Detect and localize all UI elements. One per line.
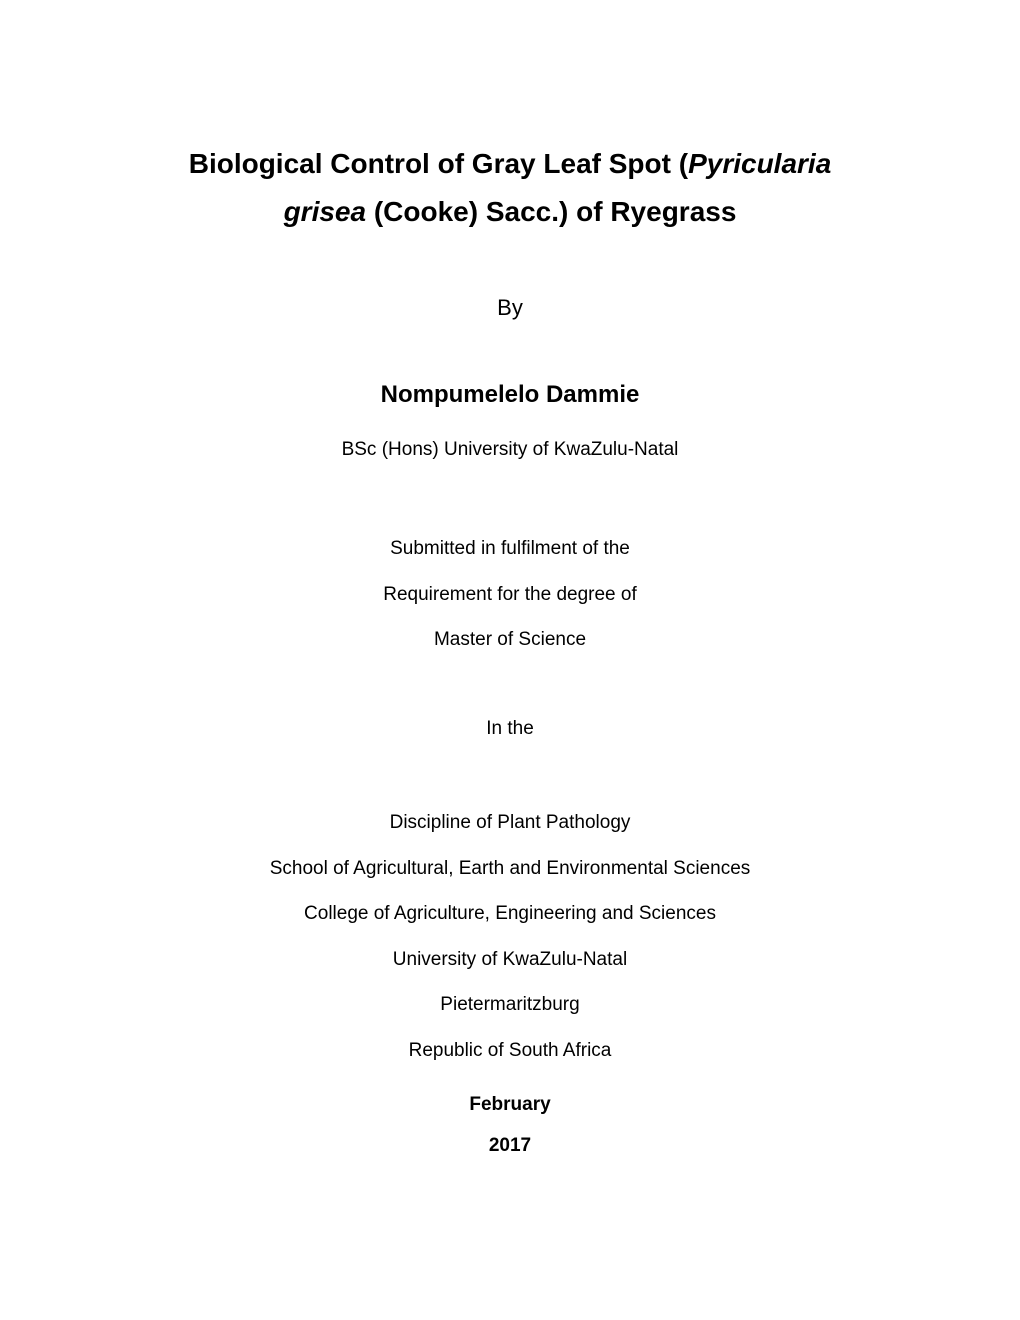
submission-line1: Submitted in fulfilment of the: [100, 526, 920, 572]
submission-line2: Requirement for the degree of: [100, 572, 920, 618]
title-part1: Biological Control of Gray Leaf Spot (: [189, 148, 688, 179]
thesis-title: Biological Control of Gray Leaf Spot (Py…: [100, 140, 920, 235]
author-degree: BSc (Hons) University of KwaZulu-Natal: [100, 439, 920, 461]
affiliation-school: School of Agricultural, Earth and Enviro…: [100, 846, 920, 892]
affiliation-university: University of KwaZulu-Natal: [100, 937, 920, 983]
date-month: February: [100, 1084, 920, 1126]
date-year: 2017: [100, 1125, 920, 1167]
affiliation-college: College of Agriculture, Engineering and …: [100, 891, 920, 937]
date-block: February 2017: [100, 1084, 920, 1168]
affiliation-block: Discipline of Plant Pathology School of …: [100, 800, 920, 1074]
affiliation-discipline: Discipline of Plant Pathology: [100, 800, 920, 846]
submission-block: Submitted in fulfilment of the Requireme…: [100, 526, 920, 663]
title-italic2: grisea: [284, 196, 367, 227]
author-name: Nompumelelo Dammie: [100, 381, 920, 409]
affiliation-city: Pietermaritzburg: [100, 982, 920, 1028]
by-label: By: [100, 295, 920, 321]
affiliation-country: Republic of South Africa: [100, 1028, 920, 1074]
title-part3: (Cooke) Sacc.) of Ryegrass: [366, 196, 736, 227]
submission-line3: Master of Science: [100, 617, 920, 663]
title-italic1: Pyricularia: [688, 148, 831, 179]
in-the-label: In the: [100, 718, 920, 740]
